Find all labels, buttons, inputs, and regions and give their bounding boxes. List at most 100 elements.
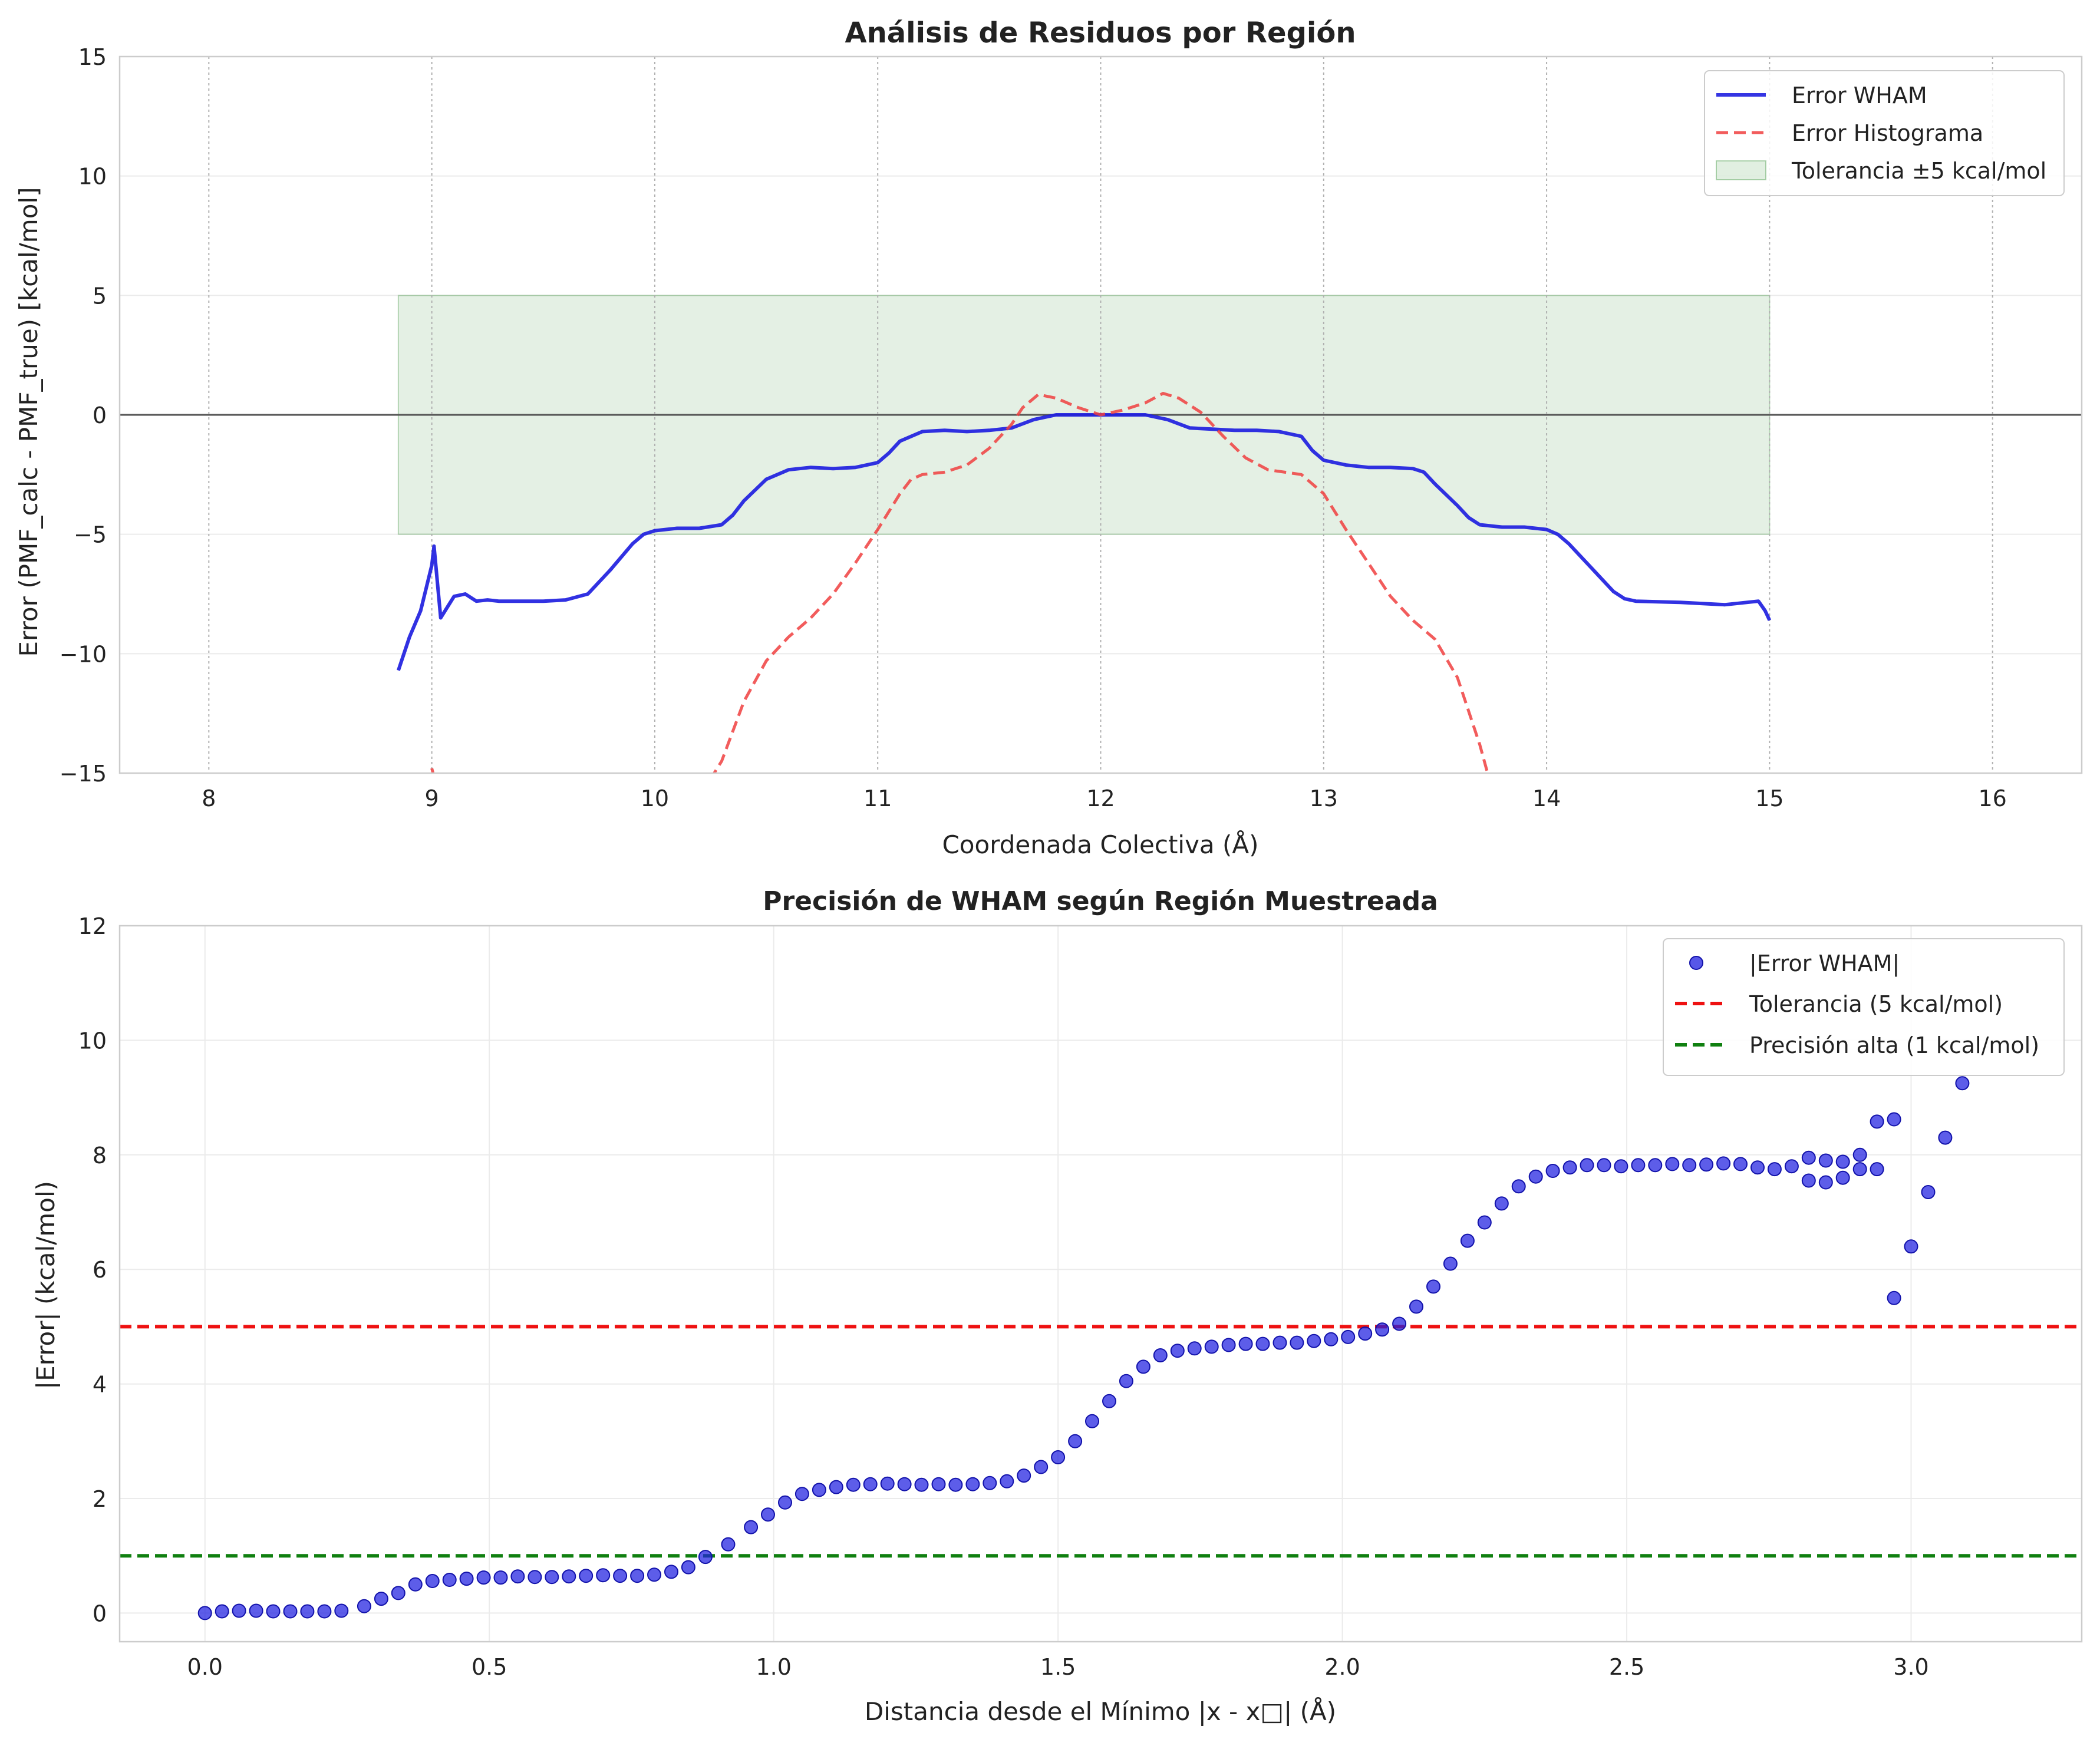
scatter-point xyxy=(1153,1348,1168,1362)
scatter-point xyxy=(1187,1341,1202,1356)
x-tick-label: 8 xyxy=(202,785,216,811)
scatter-point xyxy=(1887,1290,1901,1305)
scatter-point xyxy=(357,1599,371,1613)
scatter-point xyxy=(579,1569,594,1583)
scatter-point xyxy=(1784,1159,1799,1174)
scatter-point xyxy=(829,1480,843,1494)
precision-x-axis-label: Distancia desde el Mínimo |x - x□| (Å) xyxy=(865,1697,1336,1726)
scatter-point xyxy=(965,1477,980,1491)
scatter-point xyxy=(1460,1233,1475,1248)
precision-reference-lines xyxy=(120,1325,2082,1558)
scatter-point xyxy=(1477,1215,1492,1230)
scatter-point xyxy=(562,1569,576,1584)
y-tick-label: 4 xyxy=(93,1372,107,1398)
scatter-point xyxy=(863,1477,878,1491)
precision-y-tick-labels: 0 2 4 6 8 10 12 xyxy=(78,913,107,1626)
scatter-point xyxy=(1528,1169,1543,1184)
precision-y-axis-label: |Error| (kcal/mol) xyxy=(31,1181,60,1389)
scatter-point xyxy=(1733,1157,1748,1171)
y-tick-label: −5 xyxy=(74,522,107,548)
scatter-point xyxy=(880,1476,895,1491)
precision-scatter-points xyxy=(197,1076,1970,1620)
y-tick-label: 5 xyxy=(93,283,107,309)
scatter-point xyxy=(1648,1158,1663,1173)
scatter-point xyxy=(1699,1157,1714,1172)
scatter-point xyxy=(1000,1474,1014,1488)
scatter-point xyxy=(374,1592,388,1606)
scatter-point xyxy=(1801,1173,1816,1188)
scatter-point xyxy=(794,1487,809,1501)
scatter-point xyxy=(528,1570,542,1585)
scatter-point xyxy=(1614,1159,1628,1174)
scatter-point xyxy=(1835,1154,1850,1169)
scatter-point xyxy=(215,1604,229,1619)
y-tick-label: 12 xyxy=(78,913,107,939)
scatter-point xyxy=(1392,1316,1407,1331)
scatter-point xyxy=(1716,1156,1731,1171)
scatter-point xyxy=(1238,1336,1253,1351)
x-tick-label: 11 xyxy=(863,785,892,811)
scatter-point xyxy=(1801,1150,1816,1165)
scatter-point xyxy=(493,1570,508,1585)
legend-label-precision-alta-line: Precisión alta (1 kcal/mol) xyxy=(1749,1032,2039,1058)
scatter-point xyxy=(1904,1239,1918,1254)
scatter-point xyxy=(1068,1434,1083,1448)
x-tick-label: 9 xyxy=(425,785,439,811)
scatter-point xyxy=(931,1477,946,1491)
scatter-point xyxy=(1375,1322,1390,1337)
scatter-point xyxy=(408,1577,423,1592)
scatter-point xyxy=(778,1495,792,1510)
scatter-point xyxy=(1034,1460,1049,1474)
scatter-point xyxy=(1818,1175,1833,1190)
legend-swatch-tolerancia-band xyxy=(1716,160,1766,180)
legend-swatch-abs-error-wham xyxy=(1689,956,1703,970)
scatter-point xyxy=(545,1570,559,1585)
precision-legend: |Error WHAM| Tolerancia (5 kcal/mol) Pre… xyxy=(1663,938,2065,1076)
scatter-point xyxy=(442,1573,457,1587)
scatter-point xyxy=(1324,1332,1339,1346)
scatter-point xyxy=(232,1603,246,1618)
scatter-point xyxy=(1767,1162,1782,1177)
scatter-point xyxy=(1255,1336,1270,1351)
scatter-point xyxy=(1818,1153,1833,1168)
scatter-point xyxy=(317,1604,332,1619)
scatter-point xyxy=(1870,1114,1884,1129)
scatter-point xyxy=(300,1604,315,1619)
scatter-point xyxy=(1852,1147,1867,1162)
residuals-legend-box xyxy=(1704,70,2065,196)
scatter-point xyxy=(1204,1339,1219,1354)
y-tick-label: 10 xyxy=(78,164,107,190)
scatter-point xyxy=(1136,1359,1150,1374)
scatter-point xyxy=(459,1572,474,1586)
residuals-series xyxy=(397,392,1772,773)
scatter-point xyxy=(1631,1158,1646,1173)
scatter-point xyxy=(647,1567,661,1582)
scatter-point xyxy=(1750,1160,1765,1175)
scatter-point xyxy=(197,1606,212,1620)
scatter-point xyxy=(1511,1179,1526,1194)
scatter-point xyxy=(1341,1329,1356,1344)
legend-label-tolerancia-line: Tolerancia (5 kcal/mol) xyxy=(1749,991,2003,1017)
scatter-point xyxy=(1307,1334,1321,1348)
scatter-point xyxy=(1938,1130,1953,1145)
legend-label-error-wham: Error WHAM xyxy=(1792,82,1927,108)
scatter-point xyxy=(1682,1158,1697,1173)
x-tick-label: 0.5 xyxy=(472,1654,507,1680)
x-tick-label: 0.0 xyxy=(187,1654,223,1680)
scatter-point xyxy=(391,1586,406,1600)
residuals-x-axis-label: Coordenada Colectiva (Å) xyxy=(942,830,1258,859)
scatter-point xyxy=(596,1568,611,1583)
legend-label-error-histograma: Error Histograma xyxy=(1792,120,1983,146)
x-tick-label: 10 xyxy=(641,785,669,811)
precision-x-tick-labels: 0.0 0.5 1.0 1.5 2.0 2.5 3.0 xyxy=(187,1654,1929,1680)
scatter-point xyxy=(1562,1160,1577,1175)
x-tick-label: 12 xyxy=(1086,785,1115,811)
y-tick-label: −10 xyxy=(60,641,107,667)
scatter-point xyxy=(334,1603,349,1618)
scatter-point xyxy=(846,1477,861,1492)
axes-border xyxy=(118,925,2083,1643)
scatter-point xyxy=(1597,1158,1611,1173)
scatter-point xyxy=(1051,1450,1066,1464)
